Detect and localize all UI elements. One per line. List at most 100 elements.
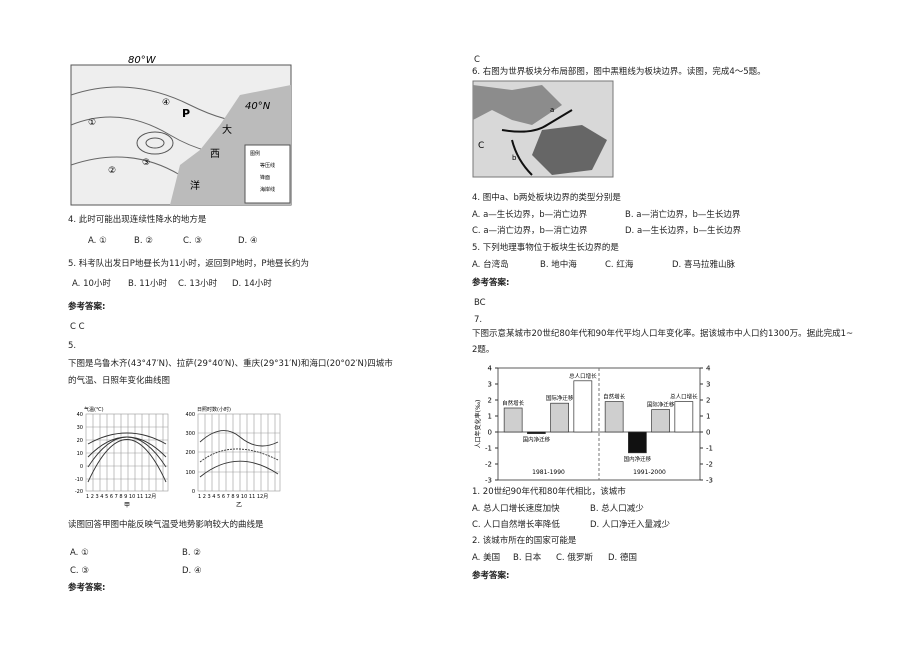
option: B. 地中海 xyxy=(540,260,577,270)
y-tick-label: 0 xyxy=(488,429,492,437)
option: D. 喜马拉雅山脉 xyxy=(672,260,735,270)
question-stem: 4. 此时可能出现连续性降水的地方是 xyxy=(68,215,207,225)
bar-label: 国内净迁移 xyxy=(624,455,652,463)
tick-label: 20 xyxy=(77,438,83,444)
tick-label: 10 xyxy=(77,451,83,457)
y-tick-label: 2 xyxy=(706,397,710,405)
answer-label: 参考答案: xyxy=(68,583,106,593)
option: B. ② xyxy=(134,236,153,246)
land xyxy=(532,125,607,175)
option: A. 总人口增长速度加快 xyxy=(472,504,560,514)
month-labels: 1 2 3 4 5 6 7 8 9 10 11 12月 xyxy=(198,494,268,500)
bar xyxy=(674,401,694,433)
map-label: 40°N xyxy=(245,101,271,112)
y-tick-label: -2 xyxy=(706,461,713,469)
intro: 下图是乌鲁木齐(43°47′N)、拉萨(29°40′N)、重庆(29°31′N)… xyxy=(68,359,393,369)
legend-label: 图例 xyxy=(250,150,260,157)
plate-boundary xyxy=(511,139,533,176)
option: D. ④ xyxy=(182,566,202,576)
option: C. 13小时 xyxy=(178,279,218,289)
map-label: a xyxy=(550,106,554,114)
option: B. 11小时 xyxy=(128,279,168,289)
tick-label: 0 xyxy=(80,464,83,470)
option: C. ③ xyxy=(183,236,202,246)
option: B. ② xyxy=(182,548,201,558)
tick-label: 100 xyxy=(185,470,195,476)
option: A. a—生长边界，b—消亡边界 xyxy=(472,210,588,220)
option: A. 台湾岛 xyxy=(472,260,509,270)
answer: BC xyxy=(474,298,486,308)
option: C. ③ xyxy=(70,566,89,576)
weather-map: 80°W 40°N P 大 西 洋 ① ② ③ ④ 图例 等压线 锋面 海岸线 xyxy=(70,55,292,206)
legend-box xyxy=(244,144,291,204)
map-label: 洋 xyxy=(190,179,200,192)
option: D. a—生长边界，b—生长边界 xyxy=(625,226,742,236)
option: B. a—消亡边界，b—生长边界 xyxy=(625,210,741,220)
map-label: ② xyxy=(108,166,116,176)
option: C. a—消亡边界，b—消亡边界 xyxy=(472,226,588,236)
question-number: 7. xyxy=(474,315,483,325)
y-tick-label: 1 xyxy=(706,413,710,421)
tick-label: 200 xyxy=(185,450,195,456)
y-tick-label: 2 xyxy=(488,397,492,405)
y-tick-label: -1 xyxy=(485,445,492,453)
legend-label: 海岸线 xyxy=(260,186,275,193)
y-tick-label: -3 xyxy=(706,477,713,485)
y-tick-label: 3 xyxy=(488,381,492,389)
option: D. 德国 xyxy=(608,553,637,563)
tick-label: 40 xyxy=(77,412,83,418)
answer-label: 参考答案: xyxy=(68,302,106,312)
tick-label: 0 xyxy=(192,489,195,495)
bar xyxy=(573,380,593,433)
bar-label: 国内净迁移 xyxy=(523,436,551,444)
intro: 下图示意某城市20世纪80年代和90年代平均人口年变化率。据该城市中人口约130… xyxy=(472,329,854,339)
caption: 甲 xyxy=(124,502,130,509)
question-stem: 1. 20世纪90年代和80年代相比，该城市 xyxy=(472,487,626,497)
option: A. 10小时 xyxy=(72,279,111,289)
question-stem: 2. 该城市所在的国家可能是 xyxy=(472,536,577,546)
option: C. 人口自然增长率降低 xyxy=(472,520,560,530)
bar-label: 国际净迁移 xyxy=(647,401,675,409)
tick-label: -20 xyxy=(75,489,83,495)
land xyxy=(473,85,562,125)
y-tick-label: -3 xyxy=(485,477,492,485)
category-label: 1981-1990 xyxy=(532,469,565,476)
option: A. 美国 xyxy=(472,553,501,563)
tick-label: -10 xyxy=(75,477,83,483)
tick-label: 300 xyxy=(185,431,195,437)
figure-title: 日照时数(小时) xyxy=(197,406,231,413)
option: A. ① xyxy=(70,548,89,558)
option: C. 俄罗斯 xyxy=(556,553,593,563)
option: D. ④ xyxy=(238,236,258,246)
bar-label: 总人口增长 xyxy=(569,372,597,380)
map-label: ① xyxy=(88,118,96,128)
option: D. 人口净迁入量减少 xyxy=(590,520,670,530)
map-label: 西 xyxy=(210,149,220,160)
answer: C C xyxy=(70,322,85,332)
question-stem: 读图回答甲图中能反映气温受地势影响较大的曲线是 xyxy=(68,520,264,530)
map-label: 80°W xyxy=(128,55,157,66)
curves xyxy=(87,430,279,483)
category-label: 1991-2000 xyxy=(633,469,666,476)
y-axis-title: 人口年变化率(‰) xyxy=(474,400,482,449)
y-tick-label: 4 xyxy=(488,365,493,373)
tick-label: 400 xyxy=(185,412,195,418)
answer-label: 参考答案: xyxy=(472,278,510,288)
bar xyxy=(604,401,624,433)
isobar xyxy=(145,137,165,149)
y-tick-label: 0 xyxy=(706,429,710,437)
map-label: ④ xyxy=(162,98,170,108)
climate-figure: 气温(℃) 日照时数(小时) 40 30 20 10 0 -10 -20 400… xyxy=(75,406,281,509)
legend-label: 等压线 xyxy=(260,162,275,169)
map-label: b xyxy=(512,154,517,162)
question-number: 5. xyxy=(68,341,77,351)
option: D. 14小时 xyxy=(232,279,272,289)
bar-label: 自然增长 xyxy=(502,399,525,407)
answer: C xyxy=(474,55,480,65)
tick-labels: 40 30 20 10 0 -10 -20 400 300 200 100 0 xyxy=(75,412,195,495)
option: B. 总人口减少 xyxy=(590,504,644,514)
bar-label: 总人口增长 xyxy=(670,393,698,401)
isobar xyxy=(136,131,174,155)
plate-boundary xyxy=(501,109,573,133)
option: A. ① xyxy=(88,236,107,246)
